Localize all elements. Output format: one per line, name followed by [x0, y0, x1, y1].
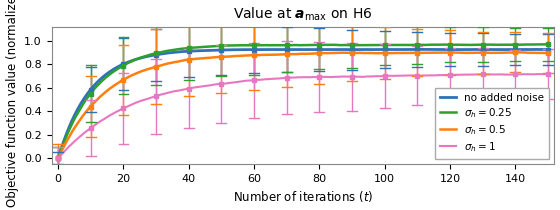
$\sigma_h = 0.5$: [113, 83, 119, 86]
$\sigma_h = 0.25$: [55, 157, 62, 160]
no added noise: [282, 48, 288, 51]
X-axis label: Number of iterations ($t$): Number of iterations ($t$): [233, 189, 373, 205]
$\sigma_h = 0.5$: [55, 157, 62, 160]
$\sigma_h = 1$: [333, 76, 340, 78]
$\sigma_h = 1$: [273, 77, 279, 80]
$\sigma_h = 0.5$: [273, 54, 279, 56]
$\sigma_h = 0.25$: [263, 44, 269, 46]
$\sigma_h = 1$: [55, 157, 62, 160]
no added noise: [263, 48, 269, 51]
$\sigma_h = 0.25$: [273, 44, 279, 46]
$\sigma_h = 0.5$: [544, 52, 551, 54]
$\sigma_h = 0.5$: [515, 51, 521, 54]
no added noise: [333, 48, 340, 51]
$\sigma_h = 0.25$: [538, 43, 545, 46]
Y-axis label: Objective function value (normalized): Objective function value (normalized): [6, 0, 18, 207]
$\sigma_h = 1$: [544, 73, 551, 75]
no added noise: [92, 82, 99, 85]
$\sigma_h = 1$: [113, 111, 119, 113]
no added noise: [433, 48, 440, 51]
$\sigma_h = 0.25$: [92, 86, 99, 88]
Title: Value at $\boldsymbol{a}_{\mathrm{max}}$ on H6: Value at $\boldsymbol{a}_{\mathrm{max}}$…: [234, 5, 373, 23]
$\sigma_h = 0.5$: [282, 53, 288, 55]
$\sigma_h = 1$: [92, 123, 99, 125]
no added noise: [544, 48, 551, 51]
$\sigma_h = 0.5$: [333, 52, 340, 54]
$\sigma_h = 0.25$: [282, 44, 288, 46]
$\sigma_h = 0.5$: [263, 54, 269, 56]
$\sigma_h = 0.25$: [544, 43, 551, 46]
Line: no added noise: no added noise: [58, 49, 548, 158]
Line: $\sigma_h = 1$: $\sigma_h = 1$: [58, 74, 548, 158]
$\sigma_h = 0.25$: [113, 69, 119, 71]
$\sigma_h = 0.5$: [92, 99, 99, 102]
$\sigma_h = 0.25$: [333, 44, 340, 46]
Legend: no added noise, $\sigma_h = 0.25$, $\sigma_h = 0.5$, $\sigma_h = 1$: no added noise, $\sigma_h = 0.25$, $\sig…: [435, 88, 549, 159]
Line: $\sigma_h = 0.25$: $\sigma_h = 0.25$: [58, 44, 548, 158]
no added noise: [273, 48, 279, 51]
$\sigma_h = 1$: [282, 77, 288, 79]
$\sigma_h = 1$: [263, 78, 269, 80]
Line: $\sigma_h = 0.5$: $\sigma_h = 0.5$: [58, 52, 548, 158]
no added noise: [113, 67, 119, 69]
no added noise: [55, 157, 62, 160]
$\sigma_h = 1$: [540, 73, 547, 75]
